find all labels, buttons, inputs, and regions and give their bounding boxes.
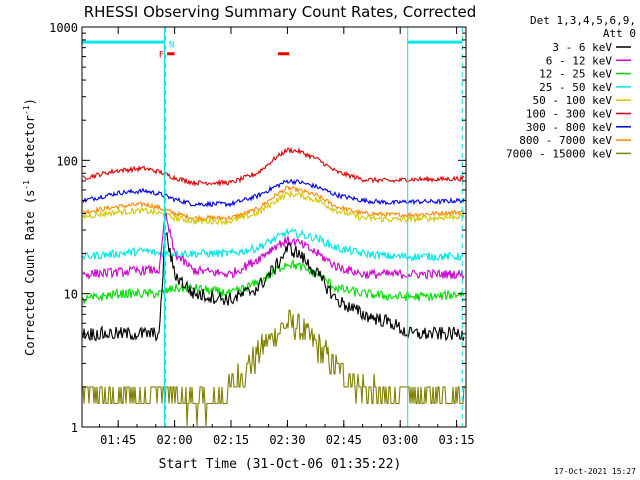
y-tick-label: 100	[56, 154, 78, 168]
legend-label: 3 - 6 keV	[552, 41, 612, 54]
series-line-12-25keV	[82, 258, 465, 306]
legend-header-1: Det 1,3,4,5,6,9,	[530, 14, 636, 27]
y-tick-label: 10	[64, 288, 78, 302]
series-line-25-50keV	[82, 227, 465, 262]
axis-layer: 01:45 02:00 02:15 02:30 02:45 03:00 03:15 1 10 10…	[49, 21, 475, 447]
y-axis-label: Corrected Count Rate (s-1 detector-1)	[22, 98, 37, 356]
x-tick-label: 02:00	[157, 433, 193, 447]
legend-label: 100 - 300 keV	[526, 108, 612, 121]
y-label-end: )	[23, 98, 37, 105]
legend-label: 25 - 50 keV	[539, 81, 612, 94]
x-tick-label: 02:30	[269, 433, 305, 447]
series-line-7000-15000keV	[82, 309, 465, 427]
legend-label: 12 - 25 keV	[539, 68, 612, 81]
x-tick-label: 01:45	[100, 433, 136, 447]
marker-f: F	[159, 51, 164, 61]
legend-header-2: Att 0	[603, 27, 636, 40]
y-label-mid: detector	[23, 115, 37, 180]
x-axis-label: Start Time (31-Oct-06 01:35:22)	[159, 457, 402, 472]
series-line-50-100keV	[82, 189, 465, 226]
legend-label: 7000 - 15000 keV	[506, 147, 612, 160]
chart-title: RHESSI Observing Summary Count Rates, Co…	[84, 3, 477, 21]
series-line-100-300keV	[82, 146, 465, 187]
series-line-300-800keV	[82, 178, 465, 208]
y-tick-label: 1	[71, 421, 78, 435]
x-tick-label: 03:00	[382, 433, 418, 447]
y-tick-label: 1000	[49, 21, 78, 35]
x-tick-label: 02:15	[213, 433, 249, 447]
timestamp: 17-Oct-2021 15:27	[554, 467, 636, 476]
series-line-6-12keV	[82, 212, 465, 281]
marker-n: N	[169, 41, 174, 51]
series-line-3-6keV	[82, 232, 465, 343]
legend-label: 300 - 800 keV	[526, 121, 612, 134]
plot-frame	[81, 26, 467, 428]
series-layer	[82, 146, 465, 427]
y-label-main: Corrected Count Rate (s	[23, 190, 37, 356]
y-label-sup2: -1	[22, 105, 31, 115]
x-tick-label: 02:45	[326, 433, 362, 447]
legend-label: 50 - 100 keV	[533, 94, 613, 107]
legend-label: 800 - 7000 keV	[519, 134, 612, 147]
x-tick-label: 03:15	[439, 433, 475, 447]
legend-label: 6 - 12 keV	[546, 54, 613, 67]
series-line-800-7000keV	[82, 185, 465, 222]
overlay-layer: FN	[82, 27, 463, 427]
y-label-sup1: -1	[22, 180, 31, 190]
